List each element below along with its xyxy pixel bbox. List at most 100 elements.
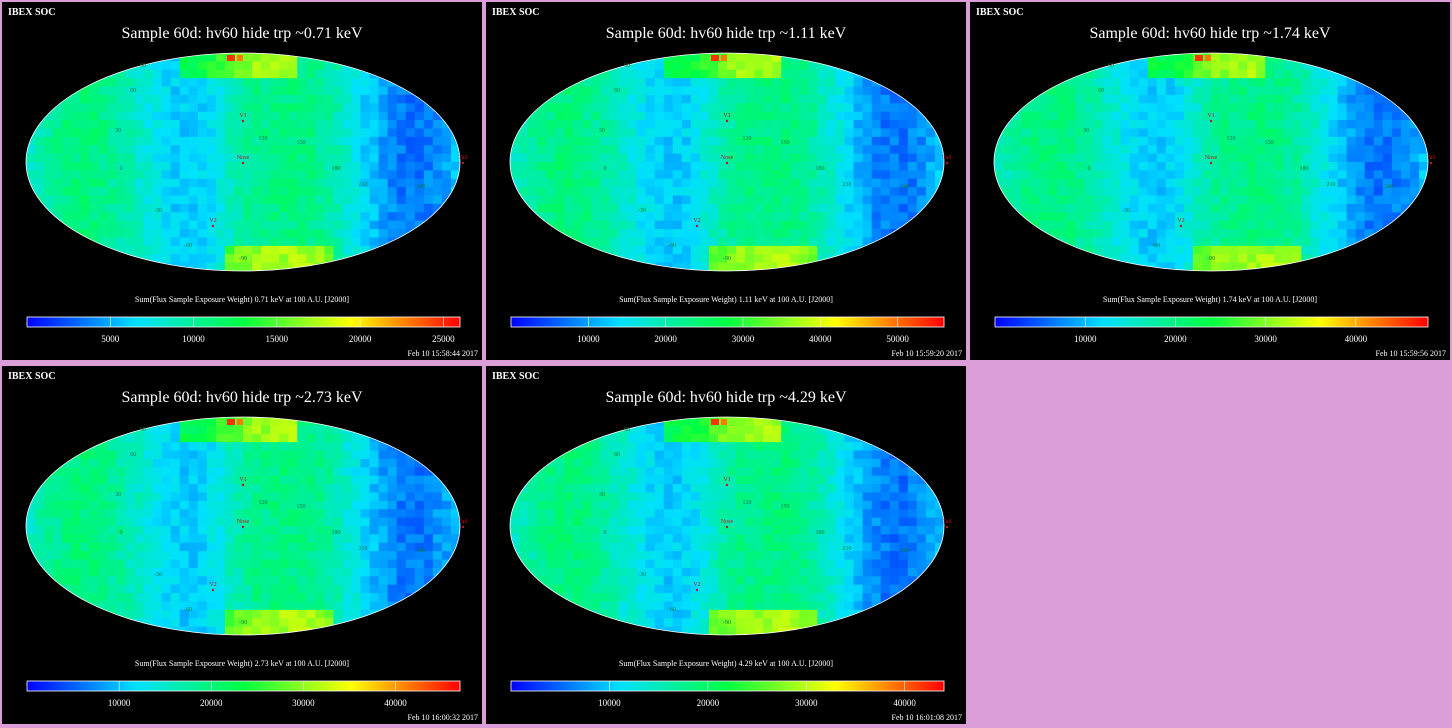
heatmap-cell <box>1111 162 1122 171</box>
heatmap-cell <box>396 245 407 255</box>
heatmap-cell <box>44 593 54 603</box>
heatmap-cell <box>835 69 846 79</box>
heatmap-cell <box>252 500 262 510</box>
heatmap-cell <box>396 509 407 519</box>
heatmap-cell <box>1012 128 1022 138</box>
heatmap-cell <box>71 467 81 477</box>
heatmap-cell <box>672 120 683 130</box>
heatmap-cell <box>672 86 683 96</box>
heatmap-cell <box>853 237 864 247</box>
heatmap-cell <box>1355 178 1366 188</box>
heatmap-cell <box>396 145 407 155</box>
heatmap-cell <box>387 551 398 561</box>
heatmap-cell <box>288 212 298 222</box>
heatmap-cell <box>1247 262 1257 271</box>
heatmap-cell <box>333 69 344 79</box>
heatmap-cell <box>717 262 728 271</box>
heatmap-cell <box>681 262 692 271</box>
heatmap-cell <box>98 162 108 171</box>
heatmap-cell <box>1220 128 1230 138</box>
heatmap-cell <box>591 237 602 247</box>
heatmap-cell <box>1373 94 1384 104</box>
heatmap-cell <box>1283 86 1293 96</box>
heatmap-cell <box>519 262 529 271</box>
heatmap-cell <box>288 475 298 485</box>
heatmap-cell <box>645 128 656 138</box>
heatmap-cell <box>405 559 416 569</box>
heatmap-cell <box>790 237 800 247</box>
heatmap-cell <box>898 128 909 138</box>
heatmap-cell <box>423 492 434 502</box>
heatmap-cell <box>564 120 574 130</box>
heatmap-cell <box>405 237 416 247</box>
heatmap-cell <box>206 534 217 544</box>
heatmap-cell <box>555 212 565 222</box>
heatmap-cell <box>627 120 638 130</box>
heatmap-cell <box>152 526 163 535</box>
heatmap-cell <box>1364 178 1375 188</box>
heatmap-cell <box>89 567 99 577</box>
heatmap-cell <box>279 111 289 121</box>
heatmap-cell <box>324 212 335 222</box>
heatmap-cell <box>62 53 72 62</box>
heatmap-cell <box>582 245 592 255</box>
heatmap-cell <box>898 254 909 264</box>
heatmap-cell <box>441 145 452 155</box>
heatmap-cell <box>441 576 452 586</box>
heatmap-cell <box>414 53 425 62</box>
heatmap-cell <box>107 458 118 468</box>
heatmap-cell <box>1030 237 1040 247</box>
heatmap-cell <box>889 120 900 130</box>
heatmap-cell <box>808 170 819 180</box>
heatmap-cell <box>1147 187 1158 197</box>
heatmap-cell <box>645 203 656 213</box>
heatmap-cell <box>880 237 891 247</box>
heatmap-cell <box>270 237 280 247</box>
heatmap-cell <box>546 162 556 171</box>
heatmap-cell <box>546 94 556 104</box>
heatmap-cell <box>1418 103 1428 113</box>
heatmap-cell <box>555 78 565 88</box>
heatmap-cell <box>279 178 289 188</box>
heatmap-cell <box>708 69 719 79</box>
heatmap-cell <box>1328 254 1339 264</box>
heatmap-cell <box>727 145 737 155</box>
heatmap-cell <box>342 492 353 502</box>
heatmap-cell <box>215 492 226 502</box>
heatmap-cell <box>80 458 90 468</box>
heatmap-cell <box>826 245 837 255</box>
heatmap-cell <box>1283 162 1293 171</box>
heatmap-cell <box>35 254 45 264</box>
heatmap-cell <box>871 245 882 255</box>
heatmap-cell <box>197 458 208 468</box>
heatmap-cell <box>1319 229 1330 239</box>
heatmap-cell <box>62 567 72 577</box>
heatmap-cell <box>1418 94 1428 104</box>
heatmap-cell <box>360 203 371 213</box>
heatmap-cell <box>1337 187 1348 197</box>
heatmap-cell <box>387 458 398 468</box>
heatmap-cell <box>279 433 289 443</box>
heatmap-cell <box>206 145 217 155</box>
heatmap-cell <box>26 245 36 255</box>
heatmap-cell <box>197 153 208 163</box>
heatmap-cell <box>1075 111 1086 121</box>
heatmap-cell <box>261 136 271 146</box>
heatmap-cell <box>360 187 371 197</box>
heatmap-cell <box>351 567 362 577</box>
heatmap-cell <box>170 128 181 138</box>
heatmap-cell <box>1292 237 1303 247</box>
heatmap-cell <box>261 526 271 535</box>
heatmap-cell <box>233 492 244 502</box>
heatmap-cell <box>862 237 873 247</box>
heatmap-cell <box>44 153 54 163</box>
heatmap-cell <box>1174 69 1185 79</box>
heatmap-cell <box>152 509 163 519</box>
heatmap-cell <box>89 433 99 443</box>
heatmap-cell <box>1093 262 1104 271</box>
heatmap-cell <box>80 517 90 527</box>
heatmap-cell <box>699 162 710 171</box>
heatmap-cell <box>405 458 416 468</box>
heatmap-cell <box>1409 111 1420 121</box>
